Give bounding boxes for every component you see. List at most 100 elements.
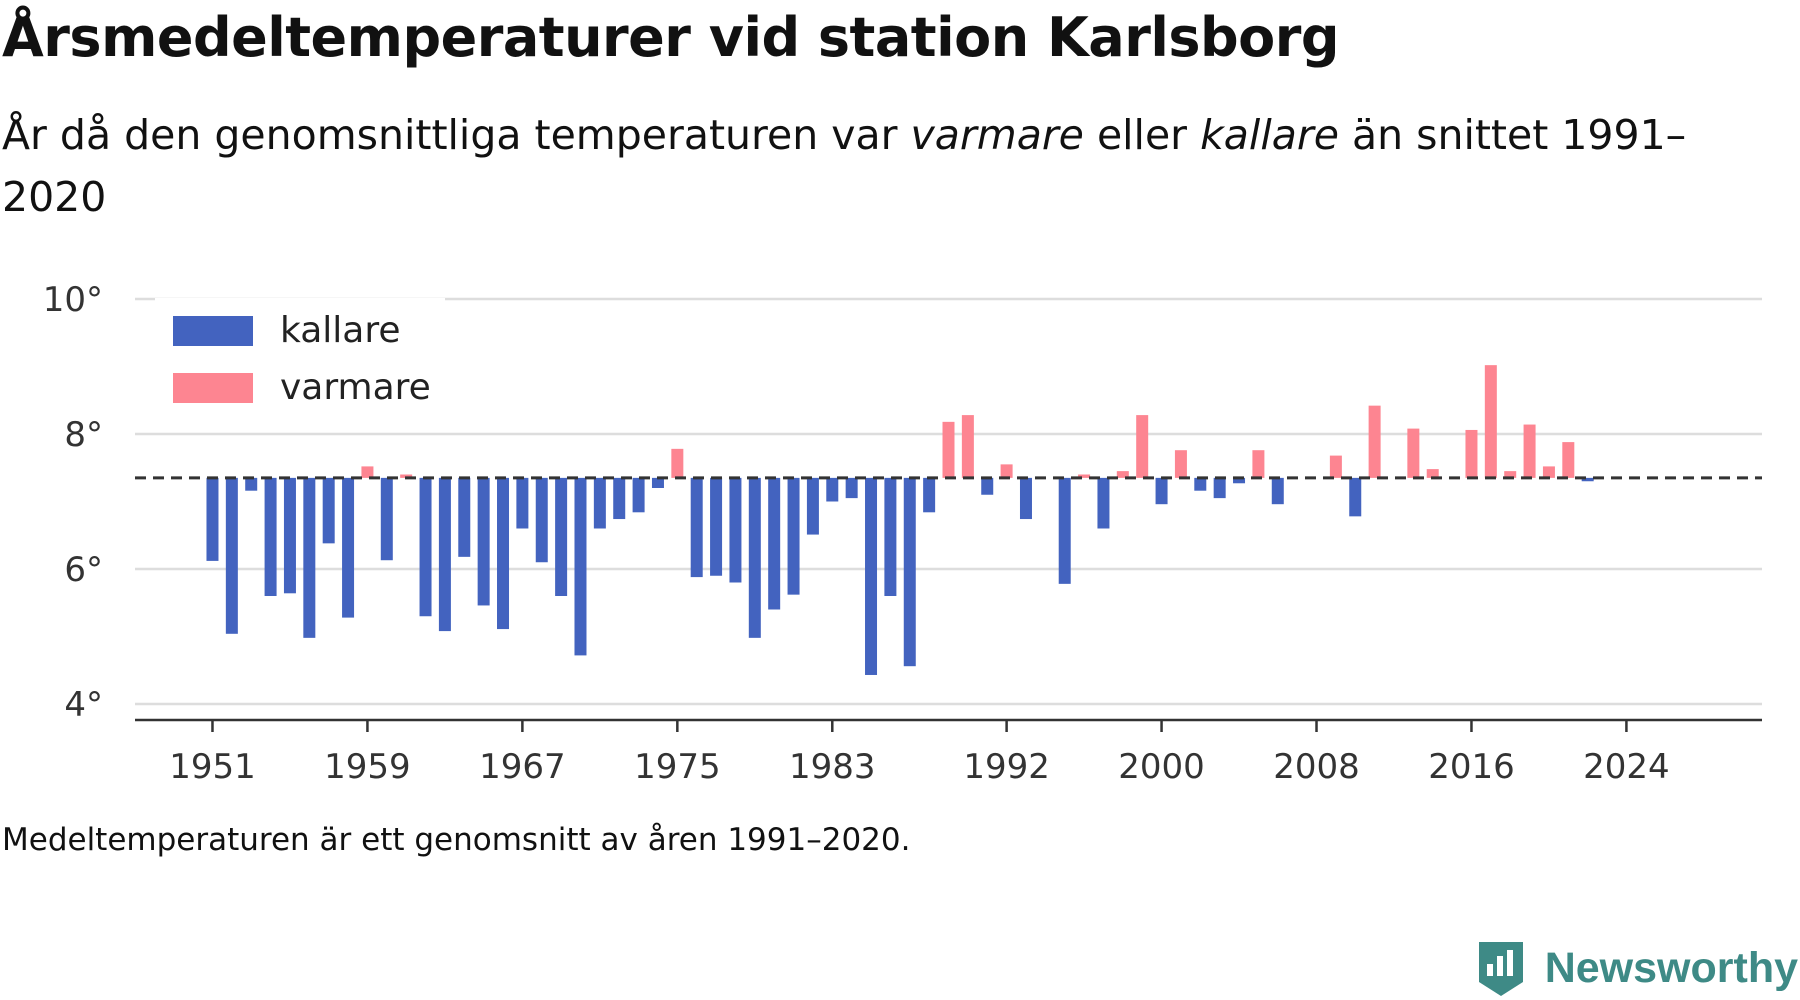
bar-kallare <box>1155 477 1168 505</box>
bar-kallare <box>477 477 490 606</box>
chart-title: Årsmedeltemperaturer vid station Karlsbo… <box>2 6 1340 69</box>
x-axis-ticks: 1951 1959 1967 1975 1983 1992 2000 2008 2016 2024 <box>169 720 1670 787</box>
bar-kallare <box>555 477 568 596</box>
x-tick-label: 1975 <box>634 747 721 787</box>
legend-label-varmare: varmare <box>280 367 431 408</box>
y-tick-label: 6° <box>64 550 103 590</box>
subtitle-part3: än snittet 1991–2020 <box>2 111 1687 221</box>
footnote: Medeltemperaturen är ett genomsnitt av å… <box>2 822 911 858</box>
bar-kallare <box>651 477 664 488</box>
bar-kallare <box>1019 477 1032 520</box>
bar-kallare <box>826 477 839 502</box>
x-tick-label: 2024 <box>1583 747 1670 787</box>
bar-kallare <box>787 477 800 595</box>
bar-kallare <box>206 477 219 561</box>
y-tick-label: 4° <box>64 685 103 725</box>
bar-kallare <box>806 477 819 535</box>
bar-kallare <box>1271 477 1284 505</box>
bar-kallare <box>497 477 510 630</box>
bar-varmare <box>1329 455 1342 478</box>
bar-kallare <box>710 477 723 576</box>
bar-kallare <box>1058 477 1071 584</box>
bar-kallare <box>322 477 335 544</box>
bar-varmare <box>1000 464 1013 478</box>
bar-kallare <box>574 477 587 656</box>
bar-varmare <box>961 415 974 478</box>
bars <box>206 365 1594 675</box>
bar-kallare <box>845 477 858 499</box>
x-tick-label: 1967 <box>479 747 566 787</box>
bar-kallare <box>1233 477 1246 484</box>
bar-kallare <box>768 477 781 610</box>
bar-varmare <box>1426 469 1439 478</box>
bar-kallare <box>981 477 994 495</box>
chart-subtitle: År då den genomsnittliga temperaturen va… <box>2 104 1702 228</box>
bar-kallare <box>245 477 258 491</box>
x-tick-label: 1951 <box>169 747 256 787</box>
subtitle-emphasis-warmer: varmare <box>910 111 1084 159</box>
bar-kallare <box>1349 477 1362 517</box>
bar-varmare <box>1116 471 1129 478</box>
bar-kallare <box>438 477 451 632</box>
subtitle-part1: År då den genomsnittliga temperaturen va… <box>2 111 911 159</box>
bar-kallare <box>690 477 703 578</box>
bar-varmare <box>942 421 955 478</box>
newsworthy-logo-icon <box>1478 942 1523 996</box>
bar-kallare <box>1194 477 1207 491</box>
bar-kallare <box>303 477 316 638</box>
x-tick-label: 2000 <box>1118 747 1205 787</box>
bar-kallare <box>613 477 626 520</box>
bar-kallare <box>593 477 606 529</box>
bar-kallare <box>1097 477 1110 529</box>
brand: Newsworthy <box>1475 938 1798 998</box>
bar-varmare <box>1484 365 1497 478</box>
x-tick-label: 1992 <box>963 747 1050 787</box>
bar-kallare <box>458 477 471 557</box>
bar-kallare <box>225 477 238 634</box>
legend-label-kallare: kallare <box>280 310 401 351</box>
bar-kallare <box>884 477 897 596</box>
legend: kallare varmare <box>155 298 445 418</box>
bar-kallare <box>342 477 355 618</box>
legend-swatch-varmare <box>173 373 253 403</box>
y-axis-labels: 4° 6° 8° 10° <box>43 280 103 725</box>
bar-kallare <box>748 477 761 638</box>
bar-varmare <box>1252 450 1265 478</box>
x-tick-label: 2016 <box>1428 747 1515 787</box>
bar-varmare <box>1368 405 1381 478</box>
bar-varmare <box>1523 424 1536 478</box>
bar-varmare <box>1407 428 1420 478</box>
bar-varmare <box>361 466 374 478</box>
bar-kallare <box>264 477 277 596</box>
bar-kallare <box>535 477 548 563</box>
bar-varmare <box>400 474 413 478</box>
x-tick-label: 1959 <box>324 747 411 787</box>
brand-name: Newsworthy <box>1544 943 1798 992</box>
bar-kallare <box>923 477 936 513</box>
bar-kallare <box>632 477 645 513</box>
y-tick-label: 10° <box>43 280 103 320</box>
x-tick-label: 1983 <box>789 747 876 787</box>
bar-varmare <box>1542 466 1555 478</box>
bar-varmare <box>1136 415 1149 478</box>
bar-kallare <box>729 477 742 583</box>
bar-kallare <box>419 477 432 617</box>
bar-kallare <box>380 477 393 561</box>
x-tick-label: 2008 <box>1273 747 1360 787</box>
bar-kallare <box>283 477 296 594</box>
bar-varmare <box>671 448 684 478</box>
bar-kallare <box>1213 477 1226 499</box>
subtitle-emphasis-colder: kallare <box>1200 111 1339 159</box>
bar-kallare <box>516 477 529 529</box>
bar-kallare <box>1581 477 1594 482</box>
temperature-bar-chart: 4° 6° 8° 10° 1951 1959 1967 1975 1983 1992 2000 20… <box>43 280 1762 787</box>
bar-varmare <box>1562 442 1575 478</box>
bar-varmare <box>1465 429 1478 478</box>
bar-kallare <box>865 477 878 675</box>
bar-varmare <box>1078 474 1091 478</box>
y-tick-label: 8° <box>64 415 103 455</box>
subtitle-part2: eller <box>1083 111 1201 159</box>
bar-kallare <box>903 477 916 667</box>
legend-swatch-kallare <box>173 316 253 346</box>
bar-varmare <box>1174 450 1187 478</box>
